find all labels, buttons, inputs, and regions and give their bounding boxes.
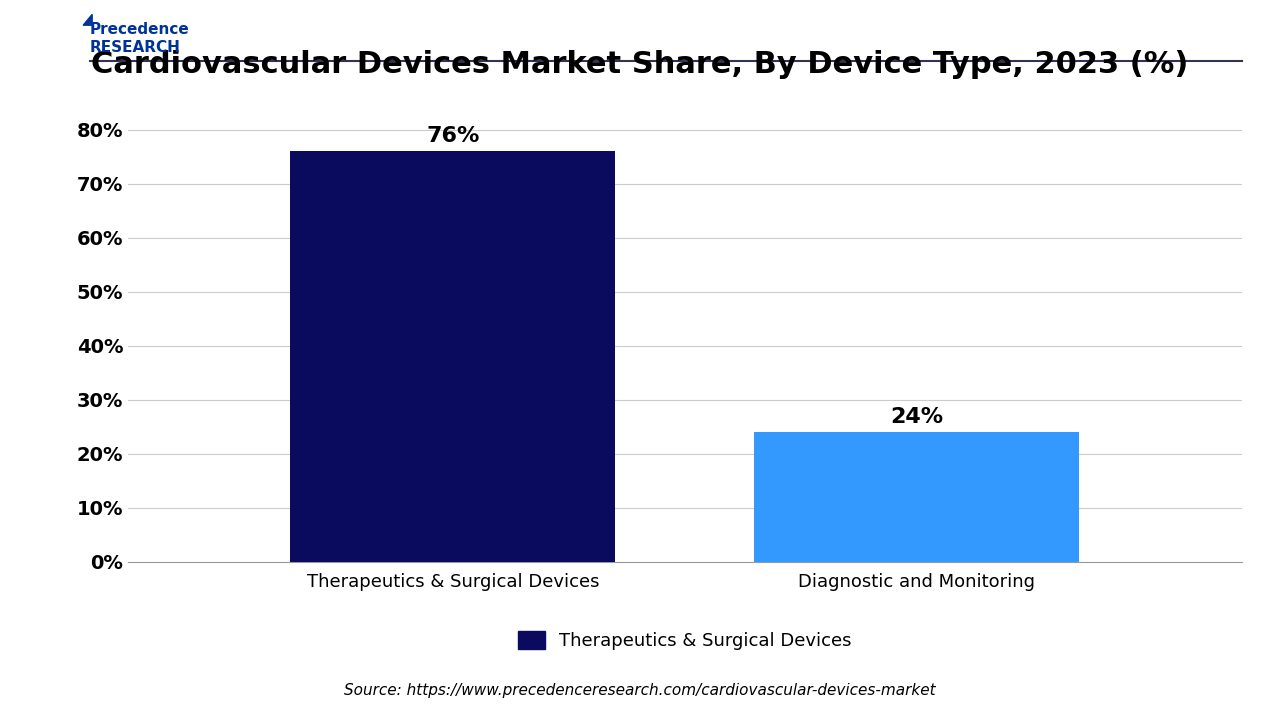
Legend: Therapeutics & Surgical Devices: Therapeutics & Surgical Devices [511,624,859,657]
Text: Precedence
RESEARCH: Precedence RESEARCH [90,22,189,55]
Bar [291,151,616,562]
Text: 24%: 24% [890,407,943,426]
Text: Cardiovascular Devices Market Share, By Device Type, 2023 (%): Cardiovascular Devices Market Share, By … [91,50,1189,79]
Bar [754,432,1079,562]
Text: Source: https://www.precedenceresearch.com/cardiovascular-devices-market: Source: https://www.precedenceresearch.c… [344,683,936,698]
Text: 76%: 76% [426,126,480,145]
